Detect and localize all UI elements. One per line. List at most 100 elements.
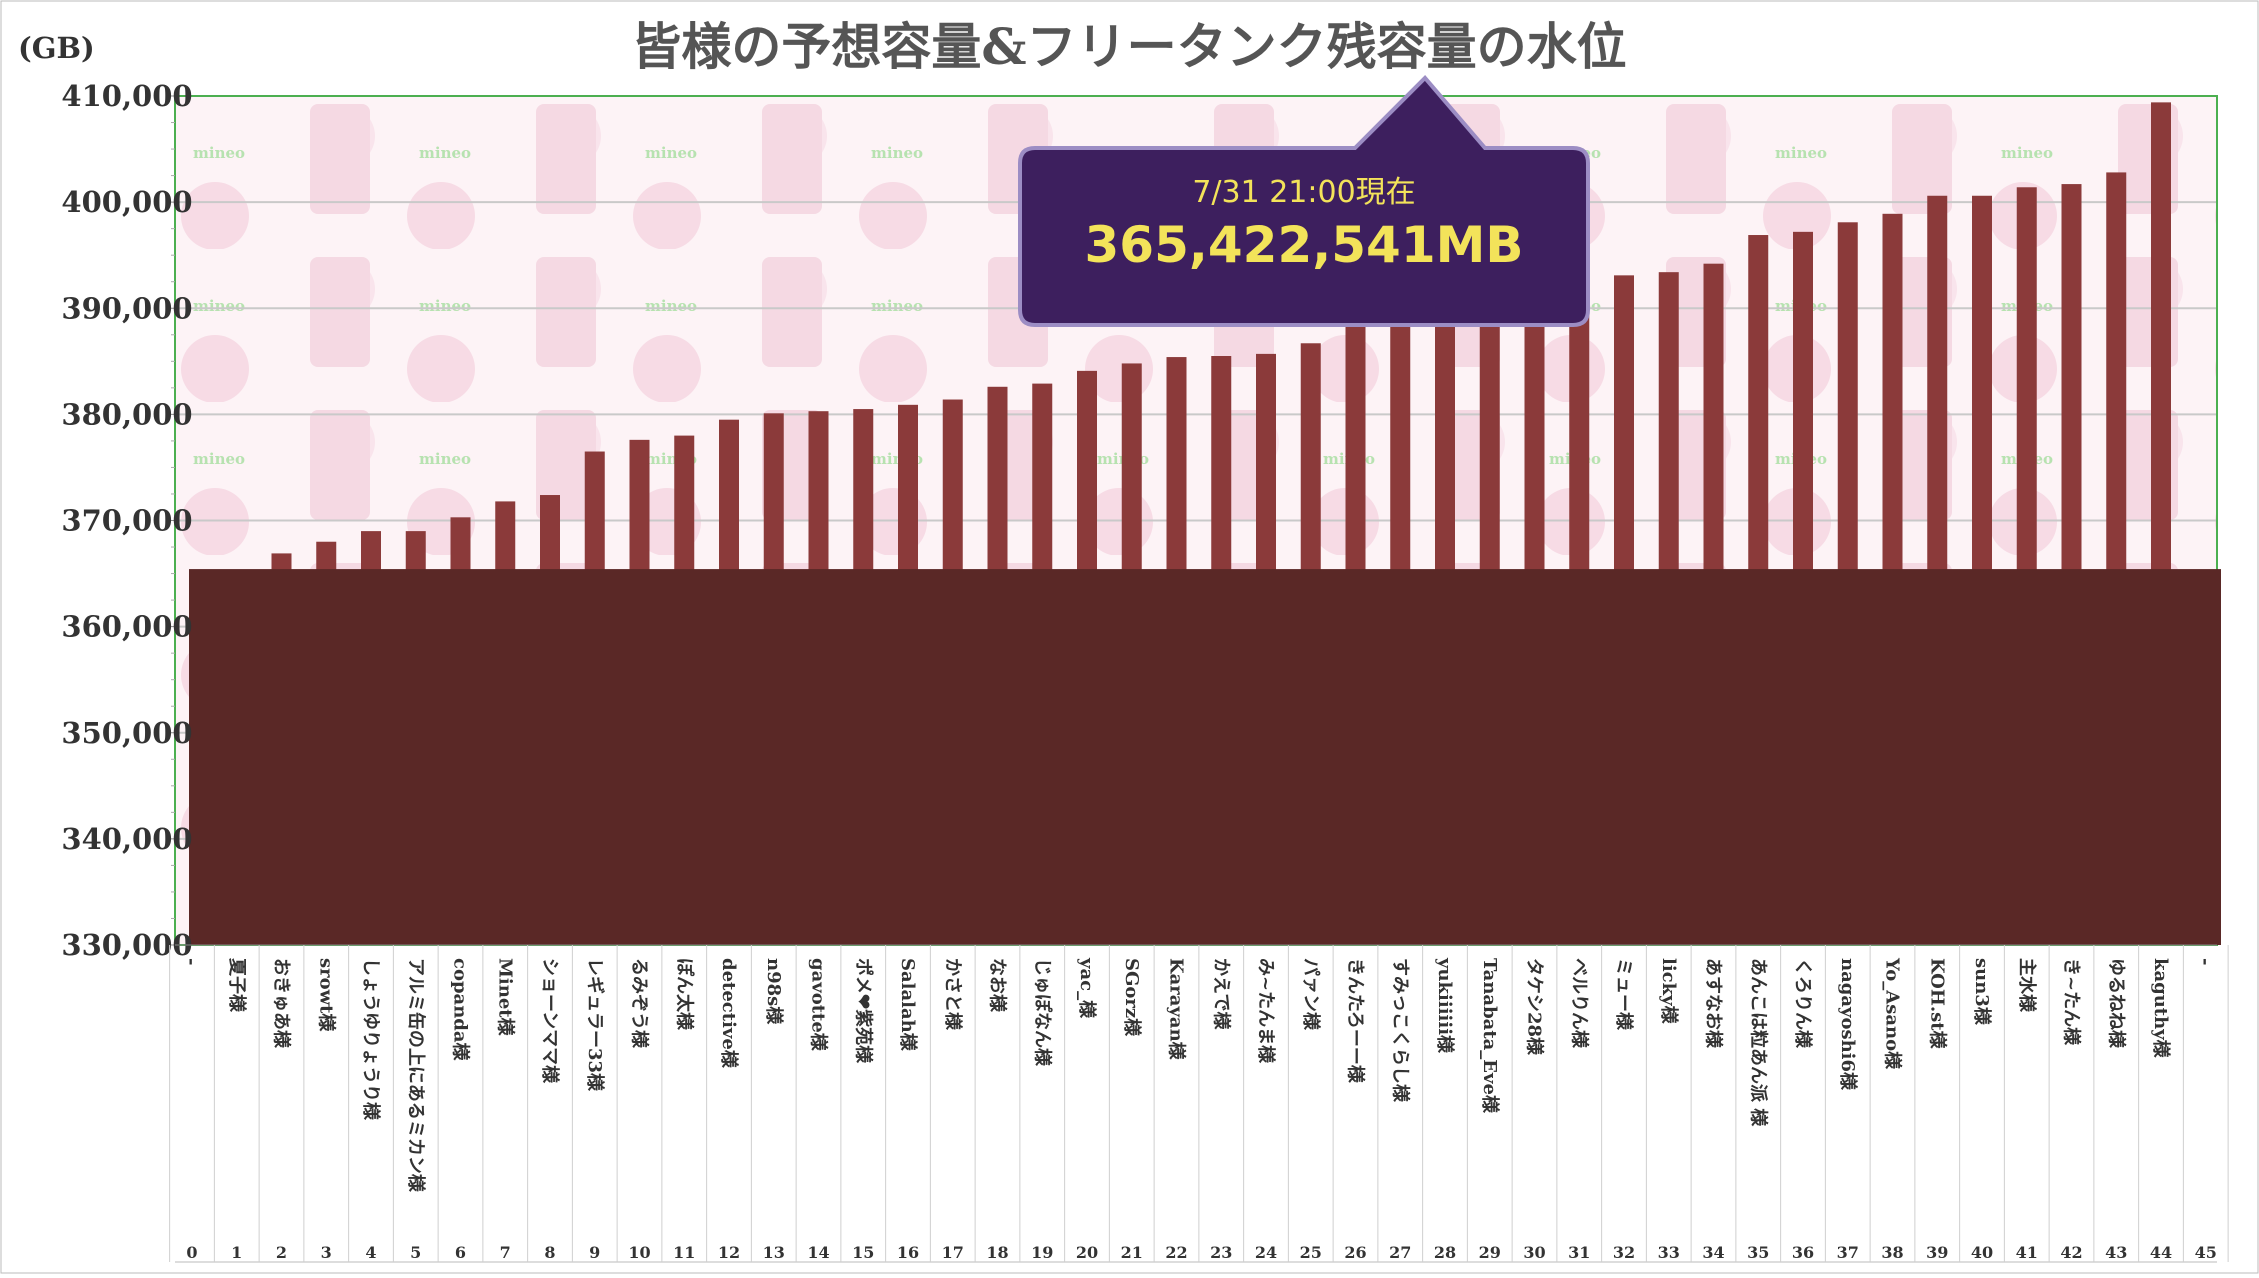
y-tick-label: 380,000 <box>61 397 192 431</box>
x-index-label: 29 <box>1479 1243 1501 1262</box>
x-category-label: yac_様 <box>1076 957 1098 1019</box>
x-index-label: 33 <box>1658 1243 1680 1262</box>
x-index-label: 17 <box>942 1243 964 1262</box>
x-category-label: ミュー様 <box>1613 958 1635 1031</box>
x-index-label: 16 <box>897 1243 919 1262</box>
x-index-label: 27 <box>1389 1243 1411 1262</box>
x-category-label: き~たん様 <box>2061 958 2083 1046</box>
x-index-label: 28 <box>1434 1243 1456 1262</box>
x-index-label: 0 <box>186 1243 197 1262</box>
x-category-label: ポメ❤紫苑様 <box>852 958 874 1064</box>
x-axis: - 0 夏子様 1 おきゅあ様 2 srowt様 3 しょうゆりょうり様 4 アルミ缶の上にあるミカ… <box>169 944 2229 1263</box>
x-category-label: kaguthy様 <box>2150 958 2172 1059</box>
x-index-label: 30 <box>1523 1243 1545 1262</box>
x-index-label: 1 <box>231 1243 242 1262</box>
x-index-label: 24 <box>1255 1243 1277 1262</box>
free-tank-block <box>189 569 2221 945</box>
x-category-label: 主水様 <box>2016 958 2038 1013</box>
x-index-label: 35 <box>1747 1243 1769 1262</box>
x-category-label: srowt様 <box>315 958 337 1032</box>
y-axis: 330,000 340,000 350,000 360,000 370,000 380,0… <box>61 79 192 962</box>
x-category-label: licky様 <box>1658 958 1680 1025</box>
x-category-label: あすなお様 <box>1703 958 1725 1049</box>
x-index-label: 3 <box>321 1243 332 1262</box>
callout-value: 365,422,541MB <box>1085 216 1524 274</box>
x-index-label: 31 <box>1568 1243 1590 1262</box>
x-category-label: み~たんま様 <box>1255 958 1277 1064</box>
x-index-label: 9 <box>589 1243 600 1262</box>
x-category-label: - <box>2195 958 2216 965</box>
x-index-label: 36 <box>1792 1243 1814 1262</box>
x-index-label: 18 <box>986 1243 1008 1262</box>
y-tick-label: 330,000 <box>61 928 192 962</box>
x-index-label: 40 <box>1971 1243 1993 1262</box>
chart-title: 皆様の予想容量&フリータンク残容量の水位 <box>631 17 1626 76</box>
x-index-label: 20 <box>1076 1243 1098 1262</box>
x-index-label: 43 <box>2105 1243 2127 1262</box>
x-index-label: 14 <box>807 1243 829 1262</box>
x-index-label: 41 <box>2016 1243 2038 1262</box>
x-category-label: Minet様 <box>494 958 516 1037</box>
x-category-label: sun3様 <box>1971 958 1993 1026</box>
x-index-label: 11 <box>673 1243 695 1262</box>
x-category-label: yukiiiiii様 <box>1434 957 1456 1054</box>
y-tick-label: 400,000 <box>61 185 192 219</box>
x-category-label: 夏子様 <box>226 958 248 1013</box>
x-index-label: 34 <box>1702 1243 1724 1262</box>
x-index-label: 7 <box>500 1243 511 1262</box>
x-index-label: 23 <box>1210 1243 1232 1262</box>
x-index-label: 42 <box>2060 1243 2082 1262</box>
x-index-label: 39 <box>1926 1243 1948 1262</box>
x-category-label: SGorz様 <box>1121 958 1143 1037</box>
y-tick-label: 350,000 <box>61 716 192 750</box>
x-index-label: 21 <box>1121 1243 1143 1262</box>
callout-bubble <box>1018 75 1590 327</box>
x-category-label: Yo_Asano様 <box>1882 957 1904 1070</box>
x-category-label: じゅぽなん様 <box>1031 958 1053 1067</box>
x-index-label: 4 <box>365 1243 376 1262</box>
x-category-label: nagayoshi6様 <box>1837 958 1859 1091</box>
x-index-label: 22 <box>1165 1243 1187 1262</box>
y-tick-label: 360,000 <box>61 610 192 644</box>
x-category-label: なお様 <box>987 958 1009 1013</box>
x-category-label: アルミ缶の上にあるミカン様 <box>405 958 427 1193</box>
x-category-label: かさと様 <box>942 958 964 1031</box>
callout-date: 7/31 21:00現在 <box>1192 175 1415 210</box>
x-category-label: Tanabata_Eve様 <box>1479 958 1501 1114</box>
free-tank-level <box>189 569 2221 945</box>
x-index-label: 15 <box>852 1243 874 1262</box>
x-index-label: 32 <box>1613 1243 1635 1262</box>
x-index-label: 44 <box>2150 1243 2172 1262</box>
free-tank-callout: 7/31 21:00現在 365,422,541MB <box>1018 75 1590 327</box>
x-category-label: Karayan様 <box>1166 958 1188 1061</box>
x-category-label: KOH.st様 <box>1926 958 1948 1050</box>
x-category-label: おきゅあ様 <box>271 958 293 1049</box>
x-index-label: 5 <box>410 1243 421 1262</box>
x-index-label: 8 <box>544 1243 555 1262</box>
x-index-label: 38 <box>1881 1243 1903 1262</box>
x-index-label: 25 <box>1300 1243 1322 1262</box>
x-index-label: 13 <box>763 1243 785 1262</box>
x-index-label: 12 <box>718 1243 740 1262</box>
x-category-label: ショーンママ様 <box>539 958 561 1084</box>
x-category-label: n98s様 <box>763 958 785 1025</box>
x-category-label: パァン様 <box>1300 958 1322 1031</box>
x-category-label: くろりん様 <box>1792 958 1814 1049</box>
x-category-label: - <box>181 958 202 965</box>
x-category-label: detective様 <box>718 958 740 1069</box>
x-category-label: ベルりん様 <box>1568 958 1590 1049</box>
x-index-label: 19 <box>1031 1243 1053 1262</box>
x-category-label: きんたろーー様 <box>1345 958 1367 1084</box>
x-category-label: gavotte様 <box>808 958 830 1052</box>
x-index-label: 10 <box>628 1243 650 1262</box>
x-category-label: かえで様 <box>1210 958 1232 1030</box>
y-tick-label: 390,000 <box>61 291 192 325</box>
x-index-label: 2 <box>276 1243 287 1262</box>
x-category-label: Salalah様 <box>897 958 919 1052</box>
y-axis-unit: (GB) <box>18 31 95 65</box>
x-category-label: ぽん太様 <box>673 958 695 1031</box>
x-category-label: しょうゆりょうり様 <box>360 958 382 1121</box>
